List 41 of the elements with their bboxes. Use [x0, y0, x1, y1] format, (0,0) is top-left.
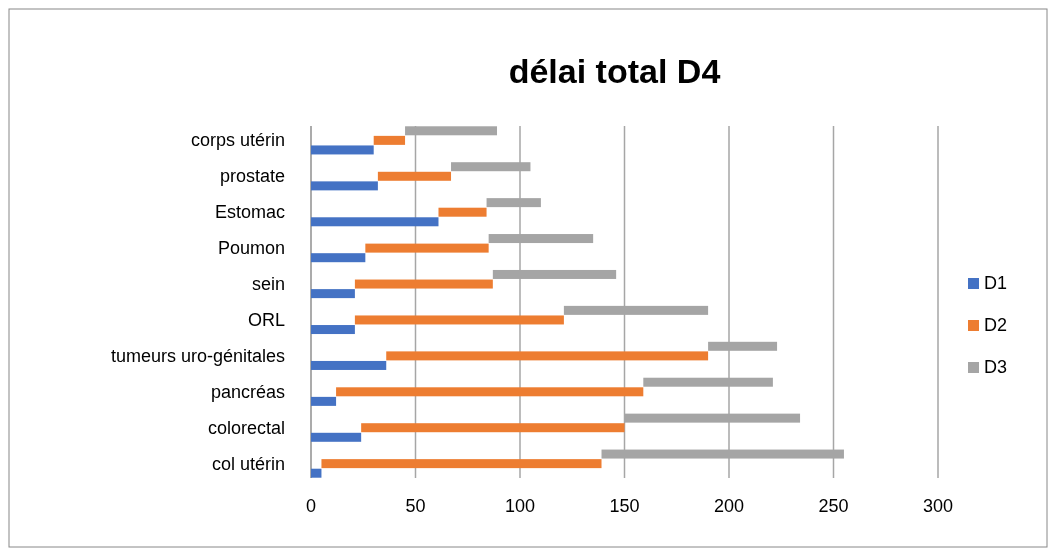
y-tick-label: sein — [251, 274, 285, 295]
y-tick-label: prostate — [219, 166, 285, 187]
bar — [373, 135, 406, 145]
bar — [311, 289, 355, 299]
y-tick-label: Estomac — [214, 202, 285, 223]
legend-label: D1 — [984, 273, 1008, 293]
bar — [311, 181, 378, 191]
bar — [311, 468, 322, 478]
x-tick-label: 100 — [504, 496, 536, 516]
bar — [365, 243, 489, 253]
bar — [354, 315, 564, 325]
x-tick-label: 200 — [713, 496, 745, 516]
y-tick-label: Poumon — [217, 238, 285, 259]
y-tick-label: ORL — [247, 309, 285, 330]
x-tick-label: 300 — [922, 496, 954, 516]
x-tick-label: 150 — [609, 496, 640, 516]
x-tick-label: 50 — [405, 496, 426, 516]
x-tick-label: 0 — [305, 496, 317, 516]
bar — [386, 351, 709, 361]
x-tick-label: 250 — [818, 496, 849, 516]
bar — [311, 325, 355, 335]
bar — [311, 253, 366, 263]
bar — [311, 360, 387, 370]
y-tick-label: colorectal — [207, 417, 285, 438]
bar — [438, 207, 487, 217]
bar — [377, 171, 452, 181]
legend-label: D2 — [984, 315, 1008, 335]
y-tick-label: tumeurs uro-génitales — [110, 345, 285, 366]
bar — [311, 145, 374, 155]
y-tick-label: col utérin — [211, 453, 285, 474]
bar — [354, 279, 493, 289]
bar — [361, 423, 625, 433]
legend-label: D3 — [984, 357, 1008, 377]
y-tick-label: pancréas — [210, 381, 285, 402]
bar — [336, 387, 644, 397]
bar — [311, 432, 362, 442]
bar — [311, 217, 439, 227]
bar — [321, 459, 602, 469]
y-tick-label: corps utérin — [190, 130, 285, 151]
bar — [311, 396, 337, 406]
chart-title: délai total D4 — [508, 52, 721, 90]
